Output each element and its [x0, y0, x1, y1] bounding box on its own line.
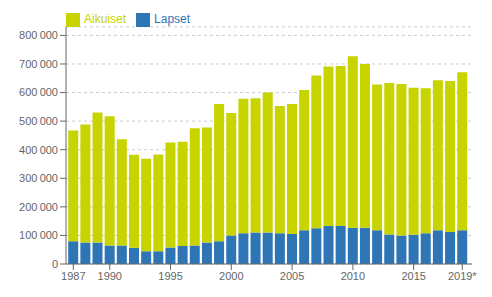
svg-text:0: 0	[52, 258, 58, 270]
svg-text:2019*: 2019*	[448, 270, 477, 282]
svg-text:2000: 2000	[219, 270, 243, 282]
svg-text:1995: 1995	[158, 270, 182, 282]
html-text:Lapset: Lapset	[154, 12, 191, 26]
svg-text:300 000: 300 000	[19, 172, 58, 184]
svg-text:700 000: 700 000	[19, 58, 58, 70]
svg-text:1990: 1990	[98, 270, 122, 282]
svg-text:800 000: 800 000	[19, 29, 58, 41]
svg-text:400 000: 400 000	[19, 144, 58, 156]
svg-text:200 000: 200 000	[19, 201, 58, 213]
svg-text:2010: 2010	[341, 270, 365, 282]
svg-text:100 000: 100 000	[19, 229, 58, 241]
svg-text:2005: 2005	[280, 270, 304, 282]
svg-text:1987: 1987	[61, 270, 85, 282]
svg-text:500 000: 500 000	[19, 115, 58, 127]
svg-text:2015: 2015	[401, 270, 425, 282]
html-text:Aikuiset: Aikuiset	[84, 12, 126, 26]
svg-text:600 000: 600 000	[19, 86, 58, 98]
